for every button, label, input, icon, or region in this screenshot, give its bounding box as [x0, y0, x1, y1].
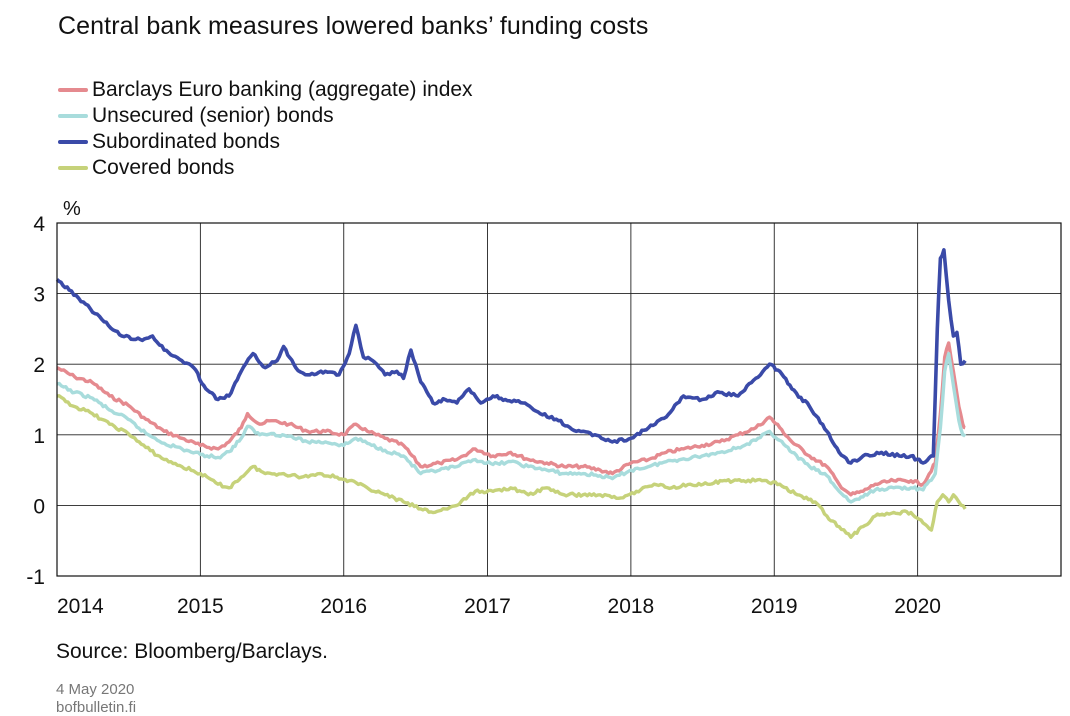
- chart-title: Central bank measures lowered banks’ fun…: [58, 12, 649, 40]
- legend-label: Unsecured (senior) bonds: [92, 104, 334, 127]
- legend-item: Covered bonds: [58, 155, 473, 181]
- y-tick-label: -1: [26, 566, 45, 589]
- publish-date: 4 May 2020: [56, 681, 135, 698]
- x-tick-label: 2017: [464, 595, 511, 618]
- legend-label: Covered bonds: [92, 156, 235, 179]
- legend-swatch: [58, 88, 88, 92]
- y-tick-label: 1: [33, 425, 45, 448]
- legend-swatch: [58, 140, 88, 144]
- tick-labels: -1 0 1 2 3 4 2014 2015 2016 2017 2018 2019 2020: [26, 213, 941, 618]
- x-tick-label: 2020: [894, 595, 941, 618]
- y-tick-label: 0: [33, 495, 45, 518]
- series-line-3: [55, 248, 967, 465]
- legend: Barclays Euro banking (aggregate) index U…: [58, 77, 473, 181]
- y-axis-unit-label: %: [63, 198, 81, 220]
- legend-item: Barclays Euro banking (aggregate) index: [58, 77, 473, 103]
- legend-swatch: [58, 166, 88, 170]
- x-tick-label: 2019: [751, 595, 798, 618]
- y-tick-label: 2: [33, 354, 45, 377]
- series-line-1: [56, 341, 966, 497]
- legend-label: Subordinated bonds: [92, 130, 280, 153]
- y-tick-label: 3: [33, 284, 45, 307]
- legend-item: Subordinated bonds: [58, 129, 473, 155]
- grid: [57, 222, 1061, 577]
- site-name: bofbulletin.fi: [56, 699, 137, 716]
- x-tick-label: 2014: [57, 595, 104, 618]
- x-tick-label: 2018: [608, 595, 655, 618]
- legend-item: Unsecured (senior) bonds: [58, 103, 473, 129]
- series-line-2: [56, 351, 967, 504]
- series-line-4: [56, 394, 967, 539]
- source-note: Source: Bloomberg/Barclays.: [56, 640, 328, 663]
- plot-frame: [56, 222, 1062, 577]
- legend-label: Barclays Euro banking (aggregate) index: [92, 78, 473, 101]
- y-tick-label: 4: [33, 213, 45, 236]
- x-tick-label: 2015: [177, 595, 224, 618]
- legend-swatch: [58, 114, 88, 118]
- x-tick-label: 2016: [320, 595, 367, 618]
- series-lines: [55, 248, 967, 539]
